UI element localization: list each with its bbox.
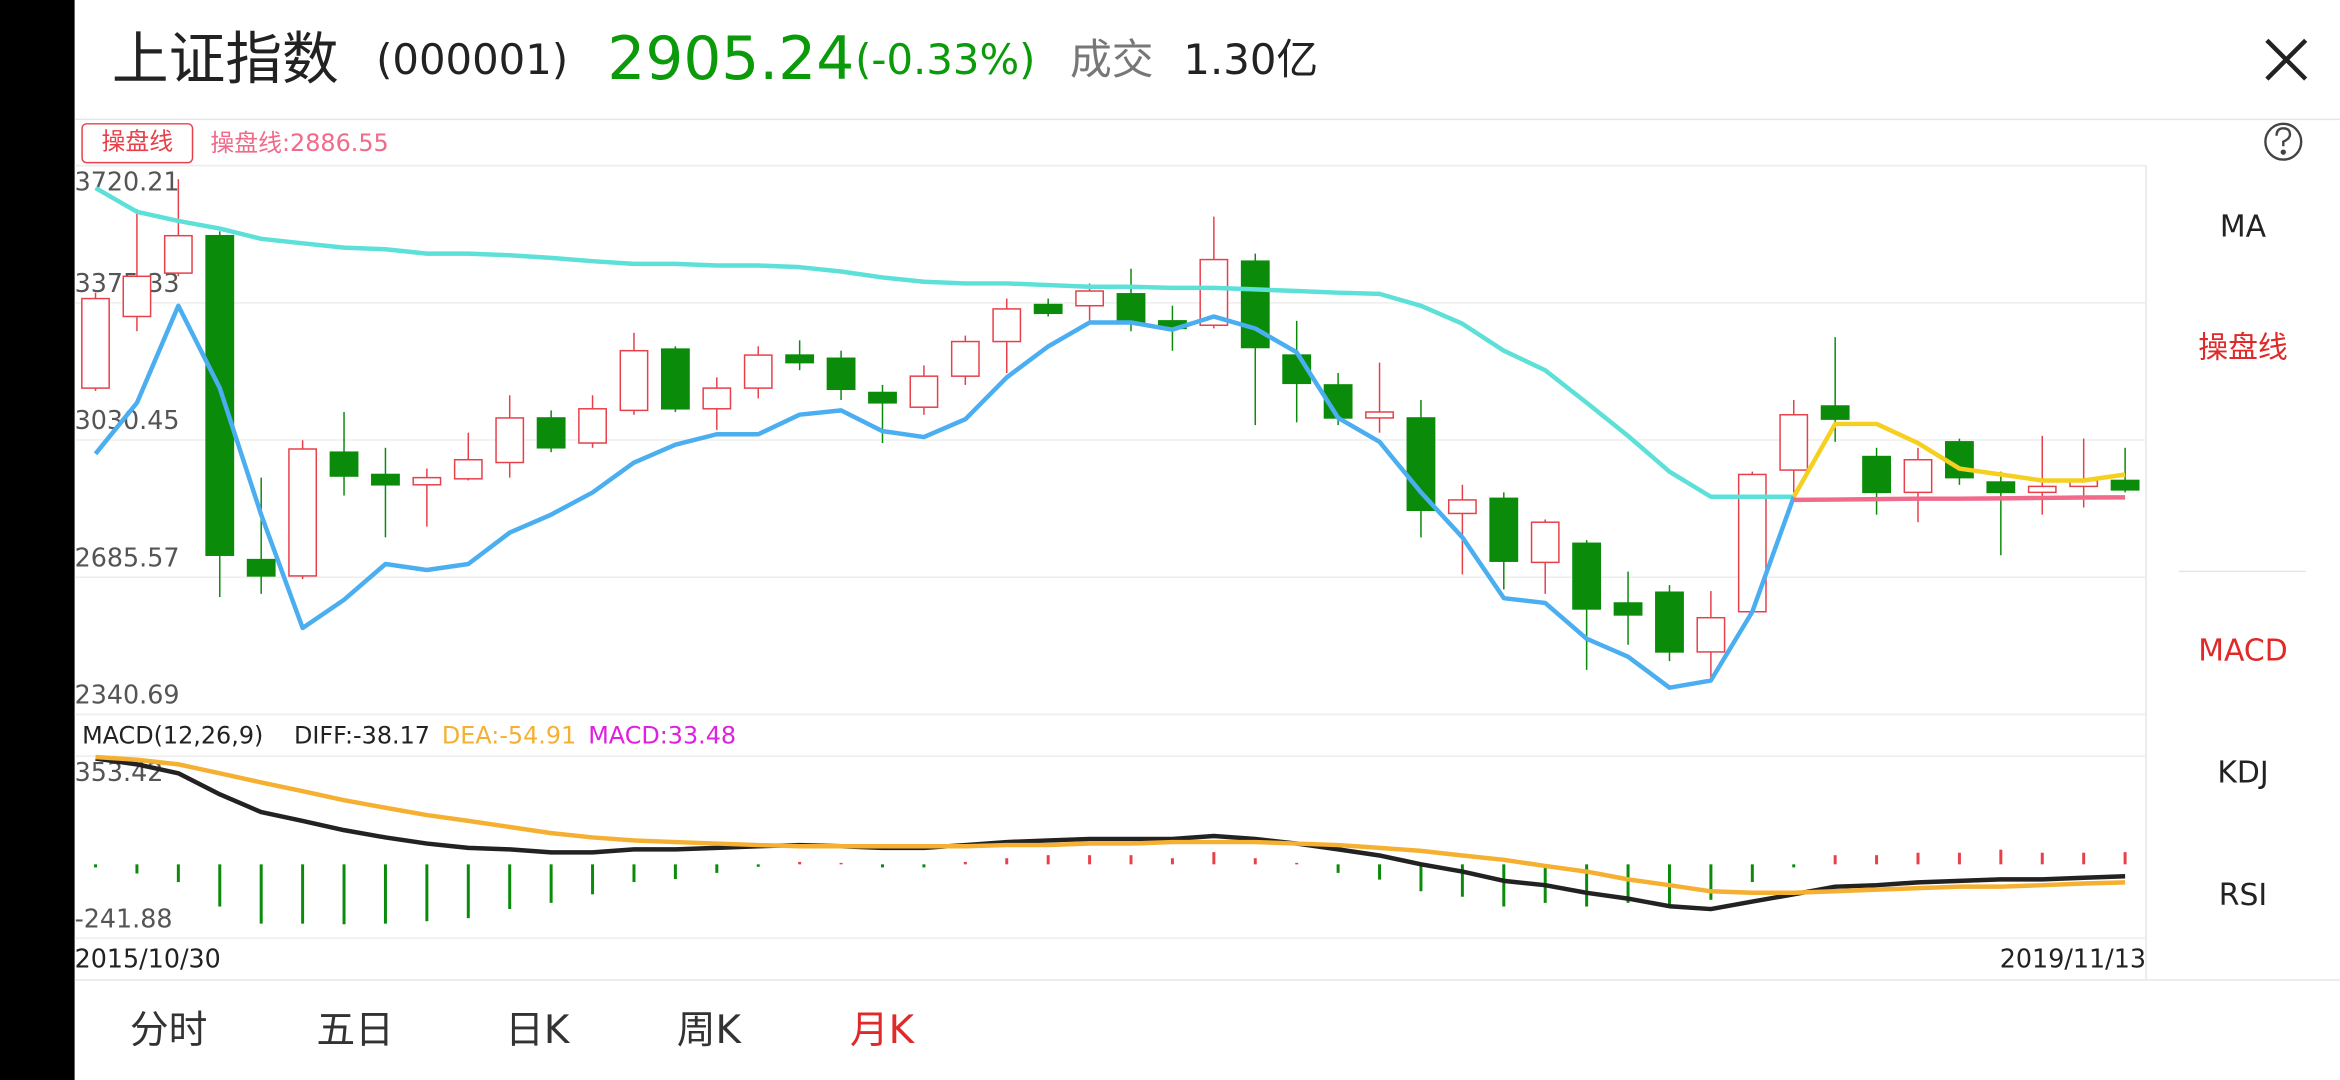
volume-label: 成交 (1070, 35, 1154, 84)
candle-body (1447, 499, 1477, 515)
y-tick-label: 2685.57 (75, 542, 180, 572)
tab[interactable]: 五日 (316, 1008, 394, 1053)
close-button[interactable] (2265, 38, 2308, 81)
index-code: (000001) (376, 35, 568, 84)
candle-body (122, 275, 152, 318)
menu-item[interactable]: KDJ (2217, 756, 2268, 791)
candle-body (163, 234, 193, 274)
candle-body (1655, 591, 1684, 653)
candle-body (453, 458, 483, 480)
candle-body (1199, 258, 1229, 326)
x-tick-label: 2019/11/13 (2000, 944, 2146, 974)
y-tick-label: 3720.21 (75, 166, 180, 196)
candle-body (495, 417, 525, 464)
indicator-button[interactable]: 操盘线 (101, 128, 173, 156)
line-series (93, 303, 1796, 690)
line-series (95, 754, 2126, 896)
line-series (95, 756, 2126, 912)
charts: 3720.213375.333030.452685.572340.69353.4… (75, 164, 2146, 974)
candle-body (826, 357, 856, 391)
candle-body (371, 473, 400, 486)
tab[interactable]: 月K (850, 1008, 916, 1053)
candle-body (1903, 458, 1933, 494)
candle-body (785, 354, 815, 364)
volume: 1.30亿 (1183, 35, 1318, 84)
candle-body (288, 448, 318, 577)
legend-entry: DIFF:-38.17 (294, 721, 430, 749)
candle-body (81, 297, 110, 389)
menu-item[interactable]: RSI (2219, 878, 2267, 913)
candle-body (1613, 602, 1643, 616)
candle-body (743, 354, 773, 389)
legend-entry: DEA:-54.91 (442, 721, 576, 749)
y-tick-label: -241.88 (75, 903, 173, 933)
index-name: 上证指数 (112, 26, 339, 92)
candle-body (868, 391, 897, 404)
candle-body (702, 387, 732, 410)
candle-body (1820, 405, 1850, 420)
line-series (1791, 421, 2126, 498)
candle-body (205, 234, 235, 556)
candle-body (1530, 521, 1560, 564)
indicator-button-box[interactable] (81, 123, 194, 164)
candle-body (909, 375, 939, 408)
candle-body (950, 340, 980, 377)
x-tick-label: 2015/10/30 (75, 944, 221, 974)
y-tick-label: 2340.69 (75, 680, 180, 710)
candle-body (660, 348, 690, 410)
legend-entry: MACD:33.48 (588, 721, 736, 749)
price: 2905.24 (607, 25, 854, 94)
candle-body (1696, 616, 1726, 653)
candle-body (329, 451, 359, 477)
candle-body (412, 476, 442, 486)
menu-item[interactable]: MACD (2198, 633, 2287, 668)
candle-body (1489, 497, 1519, 562)
candle-body (536, 417, 566, 449)
candle-body (578, 408, 607, 444)
candle-body (1406, 417, 1436, 512)
candle-body (1945, 441, 1974, 479)
help-icon[interactable] (2264, 122, 2303, 161)
help-glyph (2275, 127, 2292, 147)
line-series (94, 186, 1794, 499)
candle-body (1116, 293, 1146, 325)
help-circle (2264, 122, 2303, 161)
candle-body (246, 558, 276, 577)
candle-body (2027, 485, 2057, 494)
candle-body (1572, 542, 1602, 610)
macd-title: MACD(12,26,9) (82, 721, 263, 749)
tab[interactable]: 日K (505, 1008, 571, 1053)
help-dot (2280, 149, 2286, 155)
candle-body (619, 349, 649, 412)
candle-body (1862, 455, 1891, 494)
y-tick-label: 3030.45 (75, 405, 180, 435)
tab[interactable]: 分时 (130, 1008, 208, 1053)
line-series (1793, 495, 2126, 503)
change: (-0.33%) (855, 35, 1035, 84)
close-stroke (2265, 38, 2308, 81)
left-edge (0, 0, 75, 1080)
menu-item[interactable]: 操盘线 (2198, 331, 2288, 366)
candle-body (1075, 290, 1105, 307)
indicator-label: 操盘线:2886.55 (210, 129, 388, 157)
tab[interactable]: 周K (677, 1008, 743, 1053)
candle-body (1033, 303, 1063, 315)
candle-body (1365, 411, 1394, 419)
menu-item[interactable]: MA (2220, 210, 2267, 245)
candle-body (992, 308, 1022, 343)
candle-body (1779, 414, 1809, 471)
candle-body (1986, 481, 2016, 494)
candle-body (2110, 479, 2140, 491)
